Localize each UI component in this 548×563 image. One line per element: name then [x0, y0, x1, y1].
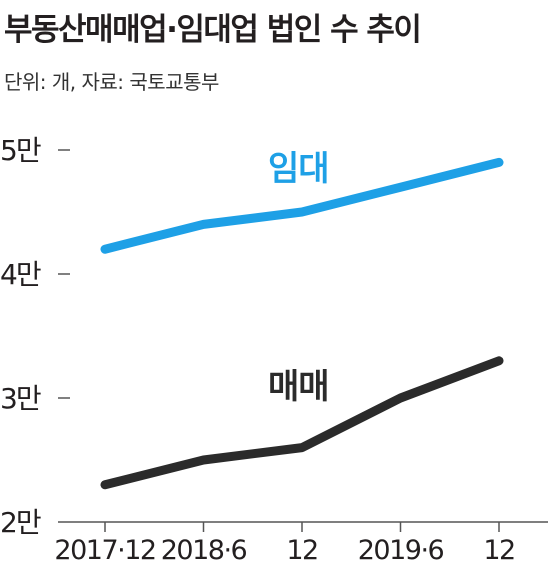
chart-subtitle: 단위: 개, 자료: 국토교통부	[4, 70, 219, 94]
x-tick-label: 12	[483, 535, 514, 563]
x-tick-label: 2019·6	[358, 535, 444, 563]
y-tick-label: 5만	[0, 134, 41, 167]
series-layer	[100, 157, 504, 490]
x-tick-label: 12	[286, 535, 317, 563]
series-label-0: 임대	[268, 149, 329, 189]
x-axis: 2017·12 2018·6 12 2019·6 12	[54, 521, 548, 563]
chart-title: 부동산매매업·임대업 법인 수 추이	[4, 12, 422, 48]
x-tick-label: 2018·6	[161, 535, 247, 563]
y-tick-label: 4만	[0, 258, 41, 291]
y-tick-label: 3만	[0, 382, 41, 415]
y-axis: 5만 4만 3만 2만	[0, 134, 70, 539]
y-tick-label: 2만	[0, 506, 41, 539]
series-label-1: 매매	[268, 367, 329, 407]
x-tick-label: 2017·12	[54, 535, 155, 563]
